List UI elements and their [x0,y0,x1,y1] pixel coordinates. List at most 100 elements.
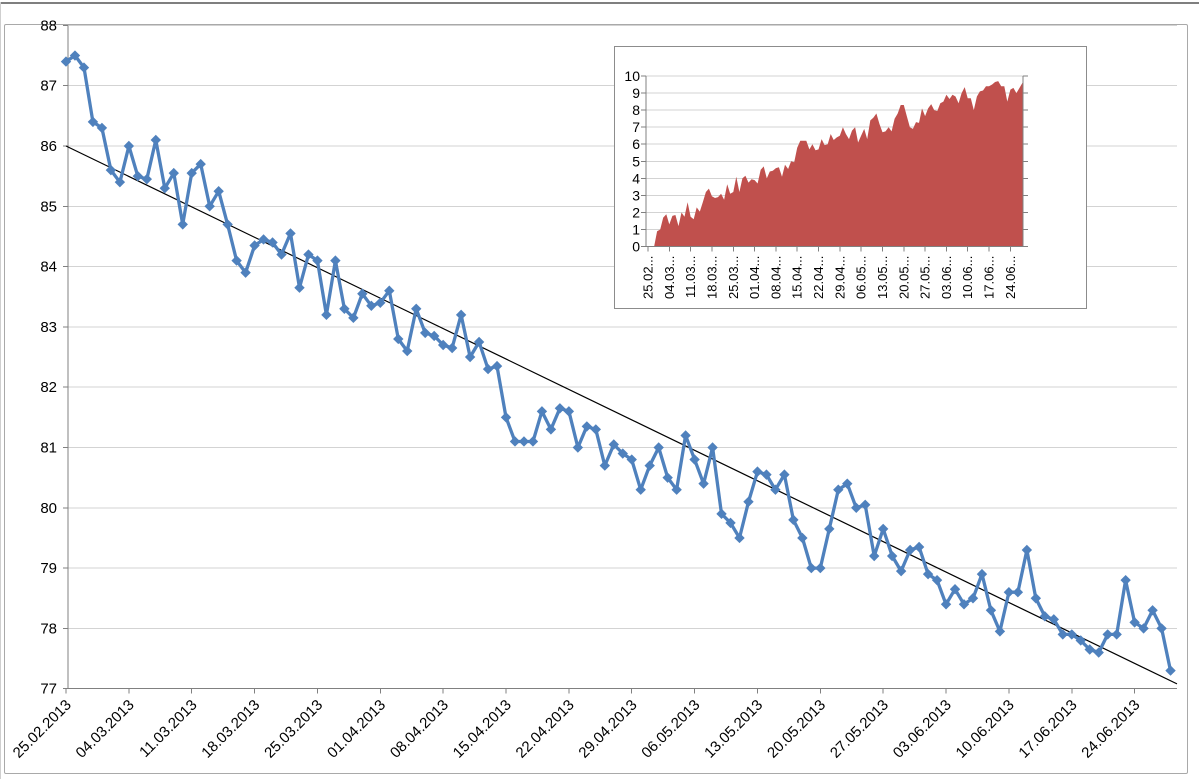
data-point-marker[interactable] [105,164,117,176]
data-point-marker[interactable] [976,568,988,580]
data-point-marker[interactable] [123,140,135,152]
data-point-marker[interactable] [1111,629,1122,640]
data-point-marker[interactable] [87,116,99,128]
data-point-marker[interactable] [770,484,781,495]
data-point-marker[interactable] [1066,629,1077,640]
data-point-marker[interactable] [500,412,512,423]
data-point-marker[interactable] [491,360,503,372]
data-point-marker[interactable] [833,484,844,495]
data-point-marker[interactable] [195,158,206,170]
data-point-marker[interactable] [1156,623,1167,634]
data-point-marker[interactable] [1003,587,1015,598]
data-point-marker[interactable] [752,466,763,477]
data-point-marker[interactable] [114,176,126,188]
data-point-marker[interactable] [869,550,880,562]
data-point-marker[interactable] [895,565,907,577]
data-point-marker[interactable] [1102,629,1113,640]
data-point-marker[interactable] [734,532,745,544]
data-point-marker[interactable] [321,309,332,321]
data-point-marker[interactable] [860,499,871,510]
data-point-marker[interactable] [644,460,655,471]
data-point-marker[interactable] [428,330,440,342]
data-point-marker[interactable] [725,517,736,529]
data-point-marker[interactable] [707,442,718,453]
data-point-marker[interactable] [1120,574,1131,586]
data-point-marker[interactable] [824,523,835,535]
data-point-marker[interactable] [294,282,305,293]
data-point-marker[interactable] [1048,614,1059,625]
data-point-marker[interactable] [455,309,467,321]
data-point-marker[interactable] [437,339,449,351]
inset-area-series[interactable] [648,81,1023,247]
data-point-marker[interactable] [1012,587,1024,598]
data-point-marker[interactable] [249,240,260,251]
data-point-marker[interactable] [1165,665,1176,676]
data-point-marker[interactable] [545,424,557,435]
data-point-marker[interactable] [994,626,1006,637]
data-point-marker[interactable] [680,430,691,441]
data-point-marker[interactable] [132,170,144,182]
data-point-marker[interactable] [886,550,898,562]
data-point-marker[interactable] [150,134,161,146]
data-point-marker[interactable] [1147,605,1158,616]
data-point-marker[interactable] [617,448,628,459]
data-point-marker[interactable] [482,363,494,375]
data-point-marker[interactable] [536,406,548,417]
data-point-marker[interactable] [689,454,700,465]
data-point-marker[interactable] [985,605,997,616]
data-point-marker[interactable] [635,484,646,495]
data-point-marker[interactable] [96,122,108,134]
data-point-marker[interactable] [716,508,727,520]
data-point-marker[interactable] [240,267,251,278]
data-point-marker[interactable] [761,469,772,480]
data-point-marker[interactable] [411,303,422,315]
data-point-marker[interactable] [572,442,584,453]
data-point-marker[interactable] [877,523,889,535]
data-point-marker[interactable] [213,186,224,197]
data-point-marker[interactable] [177,219,188,230]
data-point-marker[interactable] [563,406,575,417]
data-point-marker[interactable] [375,297,386,308]
data-point-marker[interactable] [1075,635,1086,646]
data-point-marker[interactable] [357,288,368,299]
data-point-marker[interactable] [788,514,799,526]
data-point-marker[interactable] [698,478,709,489]
data-point-marker[interactable] [958,599,970,610]
data-point-marker[interactable] [473,336,485,348]
main-series-line[interactable] [64,53,1173,673]
main-series-markers[interactable] [60,50,1176,676]
data-point-marker[interactable] [312,255,323,266]
data-point-marker[interactable] [69,50,81,61]
data-point-marker[interactable] [60,56,72,67]
data-point-marker[interactable] [509,436,521,447]
data-point-marker[interactable] [527,436,539,447]
data-point-marker[interactable] [285,228,296,239]
data-point-marker[interactable] [348,312,359,324]
data-point-marker[interactable] [204,201,215,212]
data-point-marker[interactable] [464,351,476,363]
data-point-marker[interactable] [159,183,170,194]
data-point-marker[interactable] [402,345,413,357]
main-trendline[interactable] [65,145,1178,685]
data-point-marker[interactable] [904,544,916,556]
data-point-marker[interactable] [267,237,278,248]
data-point-marker[interactable] [949,584,961,595]
data-point-marker[interactable] [1057,629,1068,640]
data-point-marker[interactable] [420,327,431,339]
data-point-marker[interactable] [141,173,153,185]
data-point-marker[interactable] [599,460,610,471]
data-point-marker[interactable] [671,484,682,495]
data-point-marker[interactable] [258,234,269,245]
data-point-marker[interactable] [815,562,826,574]
data-point-marker[interactable] [842,478,853,489]
data-point-marker[interactable] [931,574,943,586]
data-point-marker[interactable] [303,249,314,260]
data-point-marker[interactable] [590,424,602,435]
data-point-marker[interactable] [806,562,817,574]
data-point-marker[interactable] [384,285,395,296]
data-point-marker[interactable] [78,62,90,73]
data-point-marker[interactable] [186,167,197,179]
data-point-marker[interactable] [222,219,233,230]
data-point-marker[interactable] [1030,593,1042,604]
